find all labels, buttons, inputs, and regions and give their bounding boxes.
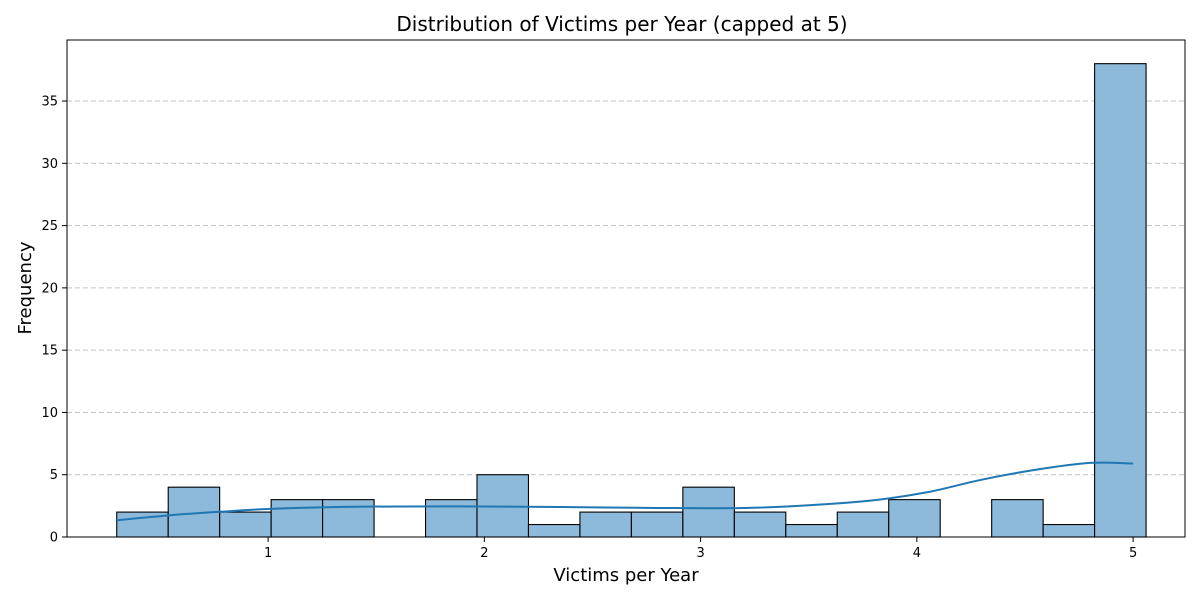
histogram-bar: [424, 499, 478, 538]
plot-frame: [66, 39, 1186, 538]
x-tick-label: 2: [480, 546, 488, 561]
histogram-bar: [733, 511, 787, 538]
y-tick-label: 10: [41, 406, 58, 421]
histogram-bar: [1094, 63, 1147, 538]
y-tick-label: 15: [41, 344, 58, 359]
histogram-bar: [579, 511, 632, 538]
histogram-bar: [1042, 523, 1096, 538]
histogram-bar: [836, 511, 890, 538]
histogram-bar: [322, 499, 375, 538]
y-axis-label: Frequency: [15, 241, 36, 334]
x-tick-label: 5: [1129, 546, 1137, 561]
histogram-bar: [219, 511, 272, 538]
chart-title: Distribution of Victims per Year (capped…: [396, 12, 847, 36]
y-tick-label: 30: [41, 157, 58, 172]
histogram-bars: [116, 63, 1147, 538]
y-tick-label: 35: [41, 95, 58, 110]
y-tick-label: 20: [41, 281, 58, 296]
y-tick-label: 5: [50, 468, 58, 483]
y-tick-label: 25: [41, 219, 58, 234]
kde-curve: [116, 461, 1134, 522]
histogram-bar: [527, 523, 581, 538]
histogram-bar: [888, 499, 941, 538]
histogram-bar: [682, 486, 735, 538]
y-axis-ticks: 0 5 10 15 20 25 30 35: [41, 95, 67, 546]
y-tick-label: 0: [50, 531, 58, 546]
histogram-bar: [785, 523, 838, 538]
histogram-bar: [630, 511, 684, 538]
grid-lines: [67, 100, 1185, 476]
histogram-bar: [991, 499, 1044, 538]
x-tick-label: 4: [913, 546, 921, 561]
histogram-bar: [270, 499, 324, 538]
x-axis-label: Victims per Year: [553, 565, 699, 586]
x-tick-label: 3: [696, 546, 704, 561]
x-tick-label: 1: [264, 546, 272, 561]
x-axis-ticks: 1 2 3 4 5: [264, 537, 1137, 561]
